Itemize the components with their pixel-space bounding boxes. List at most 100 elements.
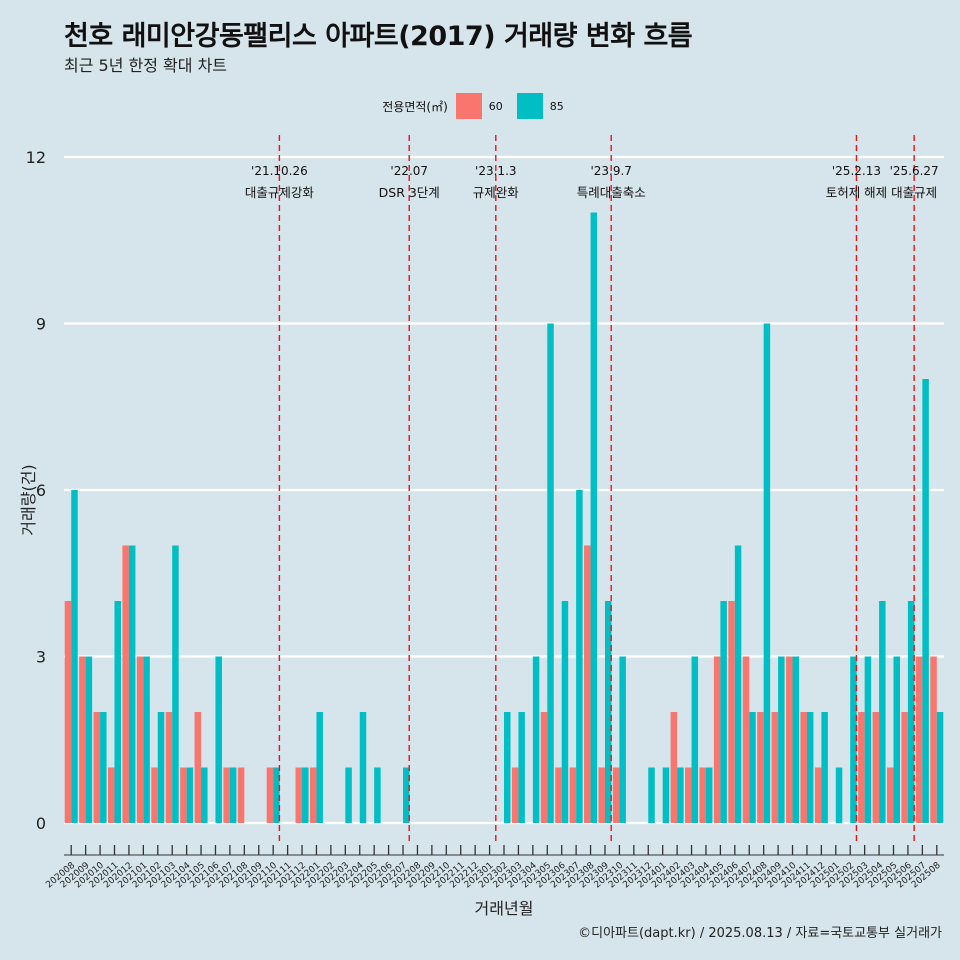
bar-85-202203	[345, 767, 352, 823]
bar-60-202508	[930, 656, 937, 823]
event-date-label: '22.07	[390, 164, 428, 178]
bar-60-202309	[598, 767, 605, 823]
bar-85-202101	[143, 656, 150, 823]
event-date-label: '23.9.7	[590, 164, 631, 178]
event-name-label: 대출규제강화	[245, 185, 315, 200]
bar-60-202012	[122, 545, 129, 823]
bar-60-202008	[64, 601, 72, 823]
event-date-label: '23.1.3	[475, 164, 516, 178]
y-axis-title: 거래량(건)	[19, 464, 38, 535]
bar-85-202010	[100, 712, 107, 823]
bar-60-202103	[165, 712, 173, 823]
bar-85-202409	[778, 656, 785, 823]
bar-85-202312	[648, 767, 655, 823]
bar-85-202107	[229, 767, 237, 823]
bar-60-202411	[800, 712, 807, 823]
bar-85-202404	[705, 767, 713, 823]
y-tick-label: 3	[36, 648, 46, 667]
bar-85-202105	[201, 767, 208, 823]
bar-85-202307	[576, 490, 583, 823]
bar-85-202204	[359, 712, 367, 823]
bar-60-202404	[699, 767, 706, 823]
bar-60-202303	[511, 767, 519, 823]
legend-label-60: 60	[488, 99, 503, 113]
bar-85-202112	[302, 767, 309, 823]
legend-swatch-60	[455, 93, 482, 119]
bar-60-202409	[771, 712, 779, 823]
bar-85-202309	[604, 601, 612, 823]
bar-60-202306	[555, 767, 562, 823]
bar-85-202411	[806, 712, 814, 823]
bar-85-202106	[215, 656, 222, 823]
bar-85-202402	[677, 767, 684, 823]
legend-swatch-85	[516, 93, 543, 119]
bar-85-202506	[907, 601, 915, 823]
bar-60-202110	[266, 767, 274, 823]
source-caption: ©디아파트(dapt.kr) / 2025.08.13 / 자료=국토교통부 실…	[578, 926, 942, 941]
event-date-label: '25.2.13	[832, 164, 881, 178]
bar-60-202305	[540, 712, 548, 823]
bar-60-202503	[858, 712, 865, 823]
bar-60-202105	[194, 712, 202, 823]
bar-85-202104	[186, 767, 194, 823]
bar-60-202505	[887, 767, 894, 823]
bar-60-202010	[93, 712, 101, 823]
bar-60-202412	[814, 767, 822, 823]
bar-60-202310	[612, 767, 620, 823]
bar-85-202110	[273, 767, 280, 823]
legend-title: 전용면적(㎡)	[382, 99, 448, 114]
bar-85-202012	[128, 545, 136, 823]
bar-60-202102	[151, 767, 158, 823]
bar-85-202408	[763, 323, 771, 823]
legend: 전용면적(㎡) 60 85	[0, 93, 960, 119]
event-name-label: 규제완화	[473, 185, 520, 200]
bar-60-202307	[569, 767, 577, 823]
bar-85-202009	[85, 656, 93, 823]
bar-85-202507	[922, 379, 929, 823]
bar-85-202405	[720, 601, 727, 823]
bar-85-202406	[734, 545, 742, 823]
bar-60-202112	[295, 767, 303, 823]
chart-title: 천호 래미안강동팰리스 아파트(2017) 거래량 변화 흐름	[64, 21, 693, 52]
event-name-label: 토허제 해제	[826, 185, 887, 200]
y-tick-label: 9	[36, 315, 46, 334]
bar-60-202408	[757, 712, 764, 823]
bar-60-202009	[79, 656, 86, 823]
bar-85-202310	[619, 656, 626, 823]
bar-85-202505	[893, 656, 900, 823]
bar-85-202508	[936, 712, 944, 823]
event-name-label: 대출규제	[891, 185, 937, 200]
y-tick-label: 12	[26, 148, 46, 167]
bar-60-202506	[901, 712, 908, 823]
y-tick-label: 0	[36, 814, 46, 833]
bar-85-202103	[172, 545, 179, 823]
chart-subtitle: 최근 5년 한정 확대 차트	[64, 56, 228, 75]
bar-60-202308	[584, 545, 591, 823]
bar-85-202504	[879, 601, 886, 823]
bar-60-202011	[108, 767, 115, 823]
bar-85-202502	[850, 656, 857, 823]
legend-label-85: 85	[549, 99, 564, 113]
x-axis-title: 거래년월	[475, 899, 534, 918]
bar-60-202201	[309, 767, 317, 823]
bar-85-202102	[157, 712, 165, 823]
bar-85-202306	[561, 601, 569, 823]
bar-60-202407	[742, 656, 750, 823]
bar-60-202410	[786, 656, 793, 823]
event-name-label: DSR 3단계	[379, 185, 440, 200]
bar-60-202403	[685, 767, 692, 823]
bar-85-202412	[821, 712, 828, 823]
bar-85-202207	[403, 767, 410, 823]
bar-85-202401	[662, 767, 670, 823]
bar-85-202308	[590, 212, 598, 823]
bar-85-202008	[71, 490, 78, 823]
bar-60-202108	[237, 767, 245, 823]
bar-60-202405	[713, 656, 721, 823]
bar-60-202402	[670, 712, 678, 823]
bar-85-202503	[864, 656, 872, 823]
bar-85-202302	[504, 712, 511, 823]
bar-85-202403	[691, 656, 699, 823]
bar-85-202011	[114, 601, 121, 823]
bar-85-202304	[532, 656, 540, 823]
